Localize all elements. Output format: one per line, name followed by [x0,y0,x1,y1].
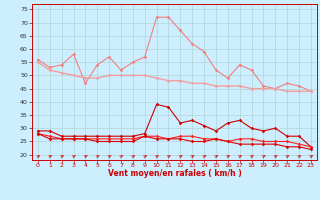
X-axis label: Vent moyen/en rafales ( km/h ): Vent moyen/en rafales ( km/h ) [108,169,241,178]
